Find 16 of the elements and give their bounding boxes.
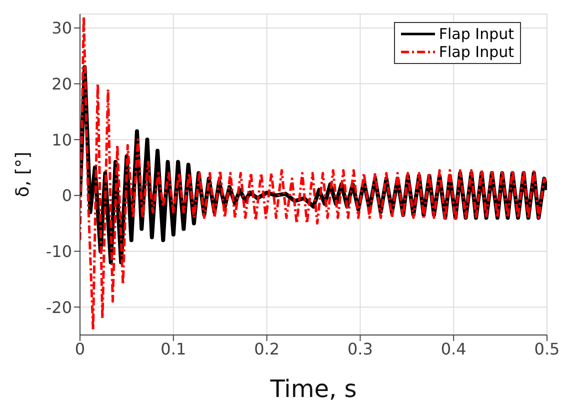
x-tick-label: 0.5 bbox=[534, 339, 560, 358]
legend-label: Flap Input bbox=[438, 25, 514, 43]
legend-label: Flap Input bbox=[438, 43, 514, 61]
x-tick-label: 0.3 bbox=[347, 339, 373, 358]
y-tick-label: -20 bbox=[46, 298, 72, 317]
y-tick-label: -10 bbox=[46, 242, 72, 261]
x-tick-label: 0.2 bbox=[254, 339, 280, 358]
y-tick-label: 10 bbox=[52, 130, 72, 150]
y-tick-label: 20 bbox=[52, 74, 72, 94]
x-tick-label: 0.4 bbox=[440, 339, 466, 358]
y-tick-label: 30 bbox=[52, 18, 72, 38]
x-tick-label: 0.1 bbox=[160, 339, 186, 358]
y-axis-title: δ, [°] bbox=[12, 152, 34, 198]
x-axis-title: Time, s bbox=[269, 375, 357, 403]
x-tick-label: 0 bbox=[74, 339, 86, 358]
y-tick-label: 0 bbox=[62, 186, 72, 206]
